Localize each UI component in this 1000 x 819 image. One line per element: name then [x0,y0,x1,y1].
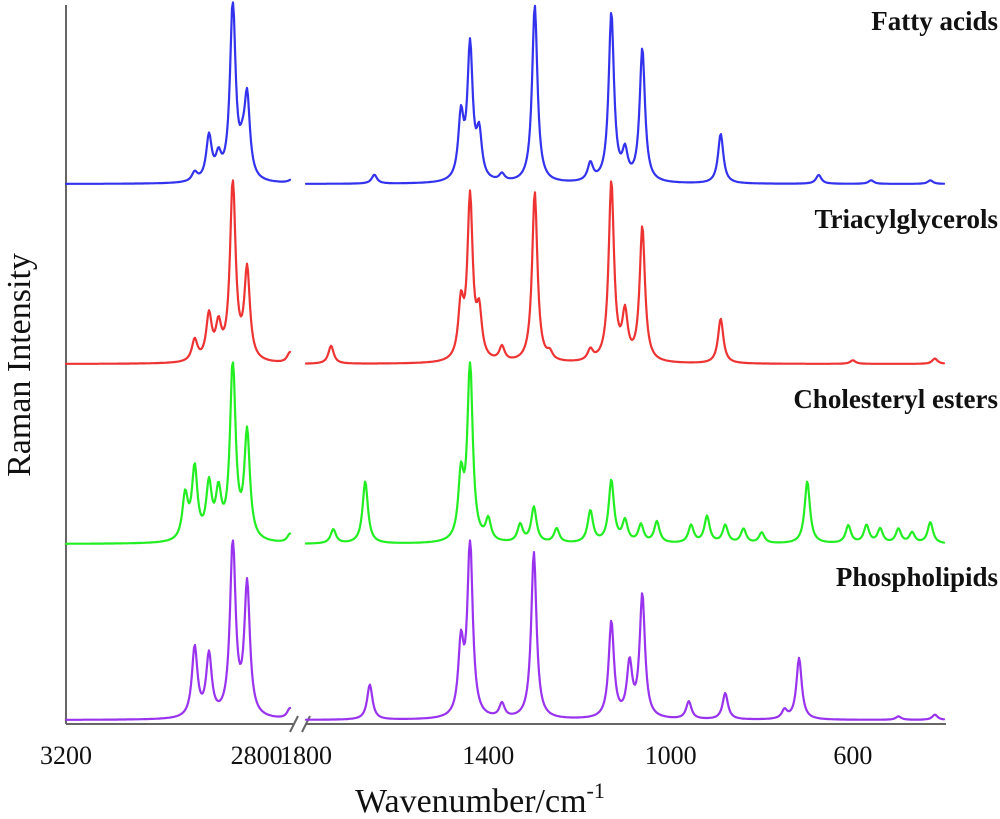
x-tick-label-1000: 1000 [645,741,697,770]
x-tick-label-3200: 3200 [40,741,92,770]
series-line-fatty-acids-high-wavenumber [64,1,292,185]
plot-axes [65,5,946,733]
x-tick-label-2800: 2800 [231,741,283,770]
legend-label-fatty-acids: Fatty acids [871,6,998,36]
series-line-cholesteryl-esters-high-wavenumber [64,361,292,545]
legend-label-cholesteryl-esters: Cholesteryl esters [793,384,998,414]
series-line-phospholipids-high-wavenumber [64,539,292,721]
legend-label-phospholipids: Phospholipids [836,562,998,592]
y-axis-label: Raman Intensity [1,253,38,477]
series-label-layer: Fatty acids Triacylglycerols Cholesteryl e… [793,6,998,592]
x-tick-label-1800: 1800 [280,741,332,770]
series-cholesteryl-esters [64,361,946,545]
series-fatty-acids [64,1,946,185]
series-line-fatty-acids-fingerprint [304,4,946,185]
legend-label-triacylglycerols: Triacylglycerols [815,204,998,234]
series-layer [64,1,946,721]
series-triacylglycerols [64,179,946,365]
x-axis-label: Wavenumber/cm-1 [355,778,605,819]
series-line-cholesteryl-esters-fingerprint [304,361,946,545]
x-axis-label-superscript: -1 [587,778,605,803]
x-axis-label-text: Wavenumber/cm [355,783,586,819]
x-tick-label-600: 600 [833,741,872,770]
series-line-phospholipids-fingerprint [304,539,946,721]
series-line-triacylglycerols-fingerprint [304,180,946,365]
x-tick-label-1400: 1400 [462,741,514,770]
axis-break-mark-left [289,715,299,733]
series-phospholipids [64,539,946,721]
series-line-triacylglycerols-high-wavenumber [64,179,292,365]
